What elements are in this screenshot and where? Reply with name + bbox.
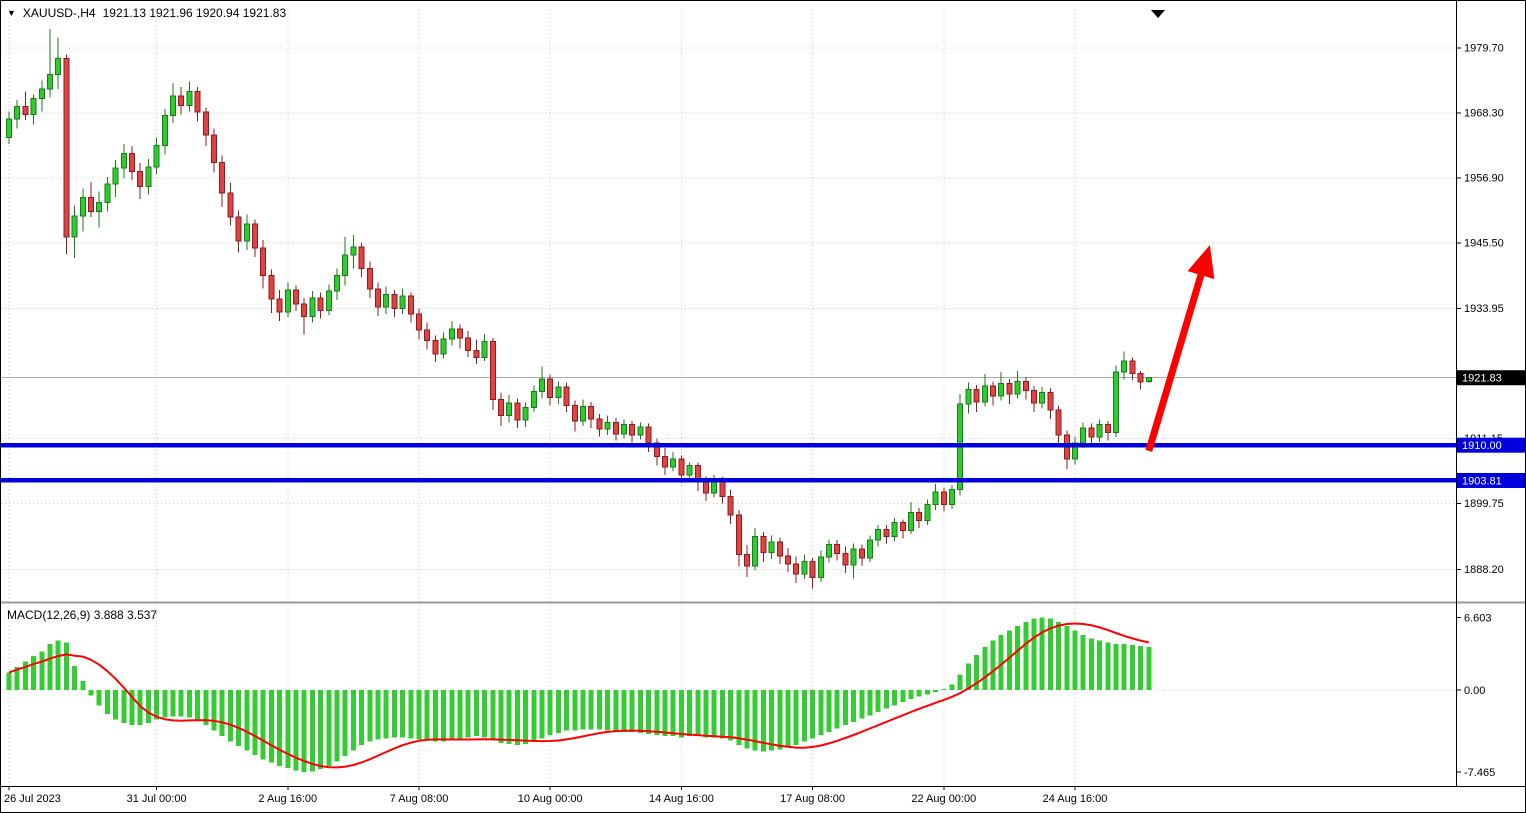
time-tick-label: 14 Aug 16:00 — [649, 793, 714, 805]
macd-histogram — [6, 617, 1152, 773]
time-tick-label: 24 Aug 16:00 — [1043, 793, 1108, 805]
chart-header: ▼ XAUUSD-,H4 1921.13 1921.96 1920.94 192… — [7, 6, 286, 20]
ohlc-values-label: 1921.13 1921.96 1920.94 1921.83 — [102, 6, 287, 20]
price-scale[interactable]: 1979.701968.301956.901945.501933.951911.… — [1456, 42, 1504, 576]
symbol-dropdown-icon[interactable]: ▼ — [7, 8, 16, 18]
trend-arrow[interactable] — [1145, 244, 1215, 452]
macd-scale[interactable]: 6.603 0.00 -7.465 — [1456, 612, 1495, 779]
price-tag-current: 1921.83 — [1457, 370, 1525, 386]
price-tag-level-1903.81: 1903.81 — [1457, 472, 1525, 488]
macd-signal-line — [8, 622, 1150, 769]
price-tick-label: 1945.50 — [1464, 237, 1504, 249]
price-tick-label: 1899.75 — [1464, 498, 1504, 510]
svg-text:1921.83: 1921.83 — [1462, 373, 1502, 385]
chart-shift-marker-icon[interactable] — [1151, 10, 1165, 18]
time-tick-label: 10 Aug 00:00 — [518, 793, 583, 805]
symbol-timeframe-label: XAUUSD-,H4 — [22, 6, 96, 20]
macd-tick-label: -7.465 — [1464, 767, 1495, 779]
price-tick-label: 1933.95 — [1464, 303, 1504, 315]
time-tick-label: 2 Aug 16:00 — [258, 793, 317, 805]
macd-indicator-label: MACD(12,26,9) 3.888 3.537 — [7, 608, 158, 622]
svg-text:1903.81: 1903.81 — [1462, 475, 1502, 487]
time-scale[interactable]: 26 Jul 2023 31 Jul 00:00 2 Aug 16:00 7 Aug … — [4, 786, 1107, 805]
price-tick-label: 1956.90 — [1464, 172, 1504, 184]
price-tag-level-1910.00: 1910.00 — [1457, 437, 1525, 453]
svg-text:1910.00: 1910.00 — [1462, 440, 1502, 452]
grid — [1, 9, 1456, 786]
time-tick-label: 22 Aug 00:00 — [911, 793, 976, 805]
candles — [6, 28, 1152, 589]
time-tick-label: 31 Jul 00:00 — [127, 793, 187, 805]
price-tick-label: 1968.30 — [1464, 107, 1504, 119]
macd-tick-label: 6.603 — [1464, 612, 1492, 624]
price-tick-label: 1888.20 — [1464, 564, 1504, 576]
time-tick-label: 17 Aug 08:00 — [780, 793, 845, 805]
time-tick-label: 26 Jul 2023 — [4, 793, 61, 805]
price-tick-label: 1979.70 — [1464, 42, 1504, 54]
time-tick-label: 7 Aug 08:00 — [390, 793, 449, 805]
macd-tick-label: 0.00 — [1464, 685, 1485, 697]
